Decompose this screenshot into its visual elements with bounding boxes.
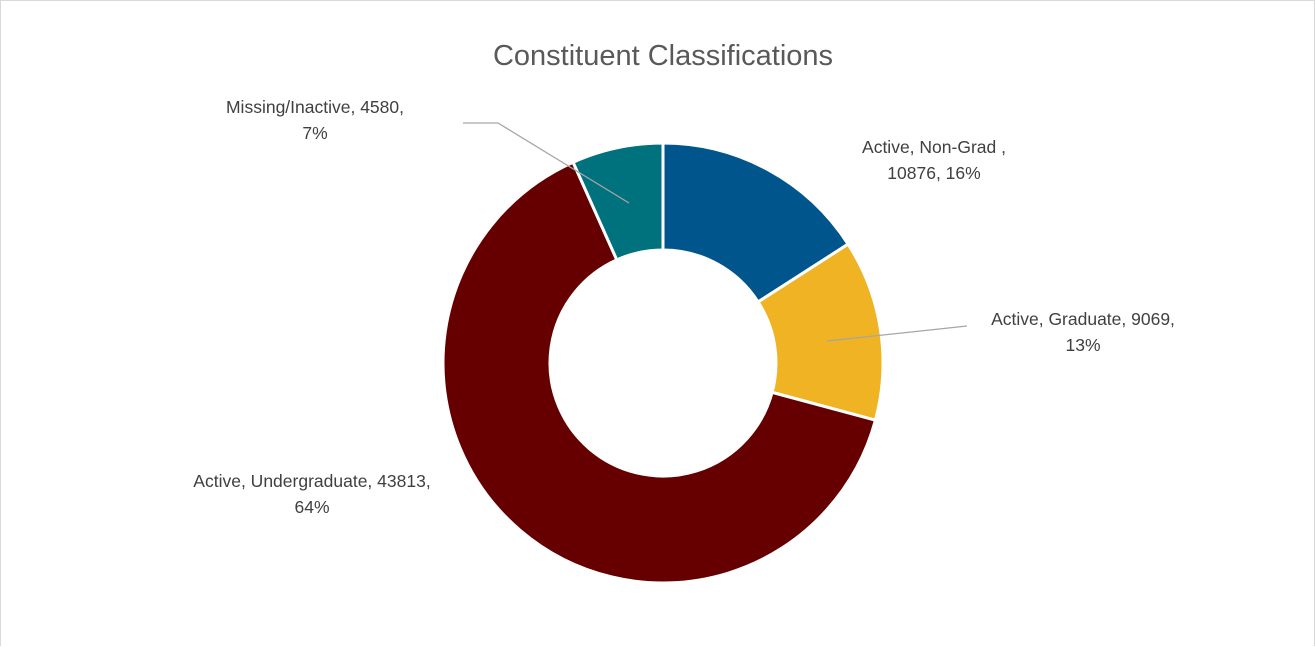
slice-active-non-grad [661,141,851,305]
data-label-line: Active, Graduate, 9069, [991,309,1175,329]
data-label-active-non-grad: Active, Non-Grad , 10876, 16% [862,137,1006,183]
slice-active-undergraduate [441,160,878,585]
data-label-line: Active, Undergraduate, 43813, [193,471,430,491]
doughnut-slices [441,141,885,585]
data-label-line: 64% [294,497,329,517]
leader-lines [463,122,968,342]
slice-missing-inactive [571,141,665,262]
data-label-line: 7% [302,123,327,143]
data-label-active-undergraduate: Active, Undergraduate, 43813, 64% [193,471,430,517]
data-label-line: 13% [1065,335,1100,355]
data-label-active-graduate: Active, Graduate, 9069, 13% [991,309,1175,355]
leader-line [826,325,968,342]
data-label-line: 10876, 16% [887,163,980,183]
leader-line [463,122,630,204]
data-label-line: Active, Non-Grad , [862,137,1006,157]
chart-title: Constituent Classifications [493,40,833,72]
data-label-line: Missing/Inactive, 4580, [226,97,404,117]
data-labels: Active, Non-Grad , 10876, 16% Active, Grad… [193,97,1175,517]
data-label-missing-inactive: Missing/Inactive, 4580, 7% [226,97,404,143]
